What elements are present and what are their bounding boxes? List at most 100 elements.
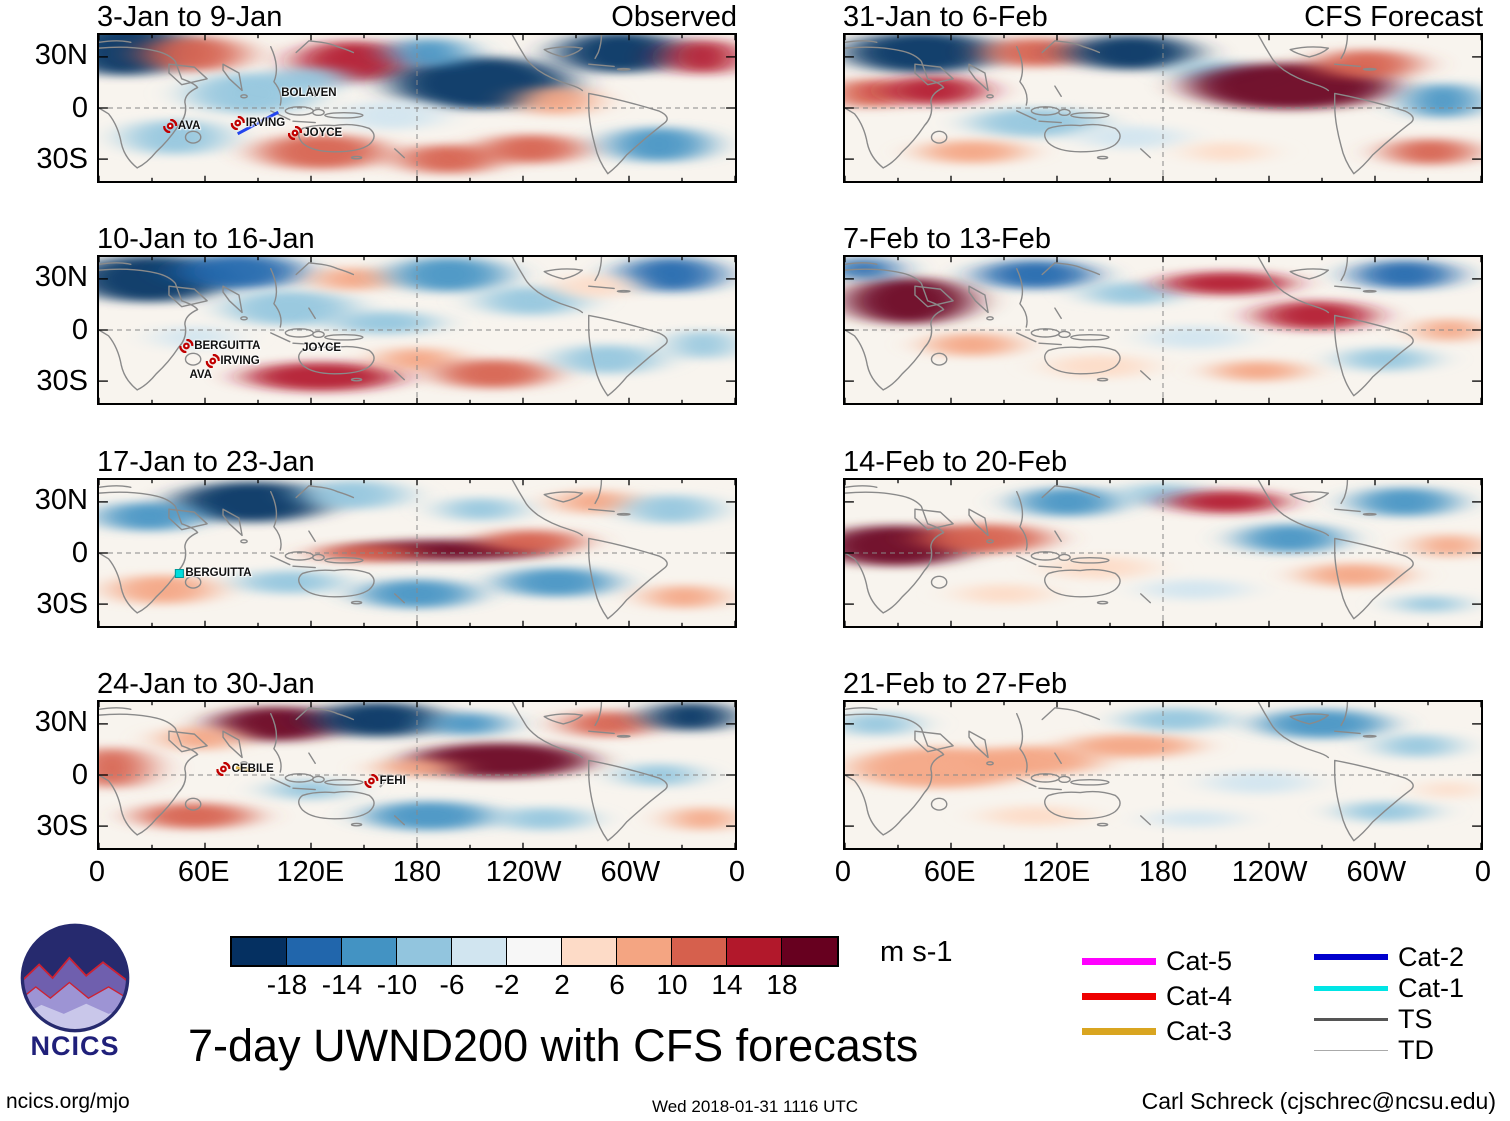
panel-date-range: 17-Jan to 23-Jan	[97, 446, 315, 478]
storm-label: BOLAVEN	[281, 87, 337, 100]
storm-overlay	[845, 480, 1481, 626]
storm-irving: IRVING	[231, 116, 285, 130]
colorbar-tick-label: -14	[321, 969, 363, 1000]
storm-label: BERGUITTA	[185, 567, 252, 580]
ncics-logo-icon	[20, 923, 130, 1033]
colorbar-segment	[287, 938, 342, 965]
hurricane-icon	[217, 762, 231, 776]
anomaly-field	[845, 257, 1481, 403]
legend-item-cat-4: Cat-4	[1082, 981, 1232, 1011]
x-axis-label: 120E	[1022, 856, 1091, 888]
y-axis-label: 0	[71, 92, 88, 124]
hurricane-icon	[163, 119, 177, 133]
legend-label: Cat-5	[1166, 945, 1233, 976]
panel-obs-week3: 17-Jan to 23-Jan BERGUITTA	[97, 447, 737, 628]
y-axis-label: 0	[71, 759, 88, 791]
colorbar-segment	[342, 938, 397, 965]
panel-date-range: 7-Feb to 13-Feb	[843, 223, 1051, 255]
x-axis-right: 0 60E 120E 180 120W 60W 0	[835, 856, 1491, 892]
ncics-logo: NCICS	[16, 922, 134, 1062]
storm-irving: IRVING	[205, 354, 260, 368]
anomaly-map	[843, 478, 1483, 628]
x-axis-left: 0 60E 120E 180 120W 60W 0	[89, 856, 745, 892]
y-axis-label: 30S	[36, 588, 88, 620]
anomaly-map: BOLAVEN AVA IRVING JOYCE	[97, 33, 737, 183]
anomaly-field	[99, 480, 735, 626]
colorbar-segment	[232, 938, 287, 965]
y-axis-label: 30S	[36, 143, 88, 175]
panel-obs-week4: 24-Jan to 30-Jan CEBILE FEHI	[97, 669, 737, 850]
footer-site-url: ncics.org/mjo	[6, 1090, 130, 1113]
colorbar: -18 -14 -10 -6 -2 2 6 10 14 18 m s-1	[230, 936, 990, 1008]
hurricane-icon	[179, 339, 193, 353]
colorbar-segment	[617, 938, 672, 965]
storm-cebile: CEBILE	[217, 762, 274, 776]
storm-joyce: JOYCE	[302, 342, 341, 354]
y-axis-label: 30S	[36, 365, 88, 397]
x-axis-label: 60E	[923, 856, 976, 888]
anomaly-map	[843, 700, 1483, 850]
legend-line-icon	[1314, 1017, 1388, 1021]
colorbar-segment	[397, 938, 452, 965]
hurricane-icon	[288, 126, 302, 140]
anomaly-field	[99, 257, 735, 403]
x-axis-label: 0	[1474, 856, 1492, 888]
x-axis-label: 60W	[1346, 856, 1407, 888]
hurricane-icon	[365, 774, 379, 788]
legend-line-icon	[1314, 1049, 1388, 1051]
legend-item-cat-1: Cat-1	[1314, 972, 1465, 1003]
x-axis-label: 180	[392, 856, 442, 888]
colorbar-tick-label: -18	[266, 969, 308, 1000]
storm-joyce: JOYCE	[288, 126, 342, 140]
legend-line-icon	[1082, 1027, 1156, 1035]
storm-label: FEHI	[379, 774, 406, 787]
colorbar-tick-label: 10	[656, 969, 688, 1000]
y-axis-label: 30N	[34, 484, 88, 516]
anomaly-map: CEBILE FEHI	[97, 700, 737, 850]
legend-item-td: TD	[1314, 1035, 1464, 1065]
colorbar-segment	[672, 938, 727, 965]
storm-label: IRVING	[220, 354, 260, 367]
x-axis-label: 60W	[600, 856, 661, 888]
colorbar-segment	[782, 938, 837, 965]
ncics-logo-text: NCICS	[30, 1031, 120, 1061]
hurricane-icon	[231, 116, 245, 130]
x-axis-label: 120E	[276, 856, 345, 888]
storm-overlay: CEBILE FEHI	[99, 702, 735, 848]
storm-label: JOYCE	[303, 126, 343, 139]
x-axis-label: 120W	[485, 856, 562, 888]
storm-bolaven: BOLAVEN	[281, 87, 336, 99]
panel-title-row: 24-Jan to 30-Jan	[97, 669, 737, 700]
storm-overlay	[845, 35, 1481, 181]
panel-title-row: 31-Jan to 6-Feb CFS Forecast	[843, 2, 1483, 33]
storm-dot-icon	[175, 568, 185, 578]
column-header-forecast: CFS Forecast	[1304, 1, 1483, 33]
y-axis-label: 30S	[36, 810, 88, 842]
panel-date-range: 21-Feb to 27-Feb	[843, 668, 1068, 700]
storm-overlay: BERGUITTA IRVING AVA JOYCE	[99, 257, 735, 403]
colorbar-tick-label: 18	[766, 969, 798, 1000]
y-axis-label: 30N	[34, 706, 88, 738]
colorbar-segment	[562, 938, 617, 965]
x-axis-label: 180	[1138, 856, 1188, 888]
colorbar-tick-label: -10	[376, 969, 418, 1000]
legend-label: Cat-1	[1398, 972, 1465, 1003]
panel-fcst-week2: 7-Feb to 13-Feb	[843, 224, 1483, 405]
storm-fehi: FEHI	[365, 774, 406, 788]
legend-item-cat-5: Cat-5	[1082, 945, 1233, 976]
legend-item-ts: TS	[1314, 1004, 1464, 1034]
panel-title-row: 14-Feb to 20-Feb	[843, 447, 1483, 478]
anomaly-map: BERGUITTA IRVING AVA JOYCE	[97, 255, 737, 405]
colorbar-tick-label: 14	[711, 969, 743, 1000]
hurricane-icon	[205, 354, 219, 368]
storm-berguitta: BERGUITTA	[179, 339, 260, 353]
storm-label: IRVING	[245, 116, 286, 129]
legend-column-1: Cat-5 Cat-4 Cat-3	[1082, 945, 1233, 1046]
panel-date-range: 10-Jan to 16-Jan	[97, 223, 315, 255]
panel-obs-week2: 10-Jan to 16-Jan BERGUITTA IRVING AVA JOYCE	[97, 224, 737, 405]
colorbar-tick-label: -6	[439, 969, 465, 1000]
colorbar-segment	[727, 938, 782, 965]
x-axis-label: 120W	[1231, 856, 1308, 888]
panel-date-range: 24-Jan to 30-Jan	[97, 668, 315, 700]
legend-line-icon	[1314, 985, 1388, 991]
